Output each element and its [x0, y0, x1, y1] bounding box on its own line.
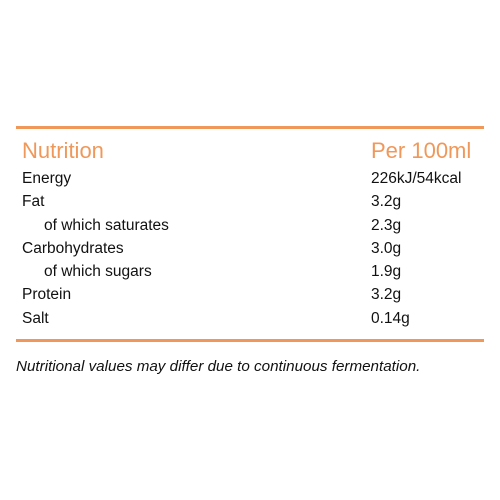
- table-header: Nutrition Per 100ml: [22, 136, 482, 168]
- table-row-fat: Fat 3.2g: [22, 191, 482, 214]
- row-label: Protein: [22, 286, 72, 304]
- row-label: Carbohydrates: [22, 239, 124, 257]
- footnote: Nutritional values may differ due to con…: [16, 358, 421, 375]
- table-row-sugars: of which sugars 1.9g: [22, 261, 482, 284]
- nutrition-table: Nutrition Per 100ml Energy 226kJ/54kcal …: [22, 136, 482, 331]
- row-value: 3.0g: [371, 239, 402, 257]
- row-label: Fat: [22, 193, 45, 211]
- table-row-saturates: of which saturates 2.3g: [22, 215, 482, 238]
- row-value: 0.14g: [371, 309, 410, 327]
- table-row-carbohydrates: Carbohydrates 3.0g: [22, 238, 482, 261]
- header-nutrition-label: Nutrition: [22, 138, 104, 163]
- row-label: Energy: [22, 170, 72, 187]
- table-row-salt: Salt 0.14g: [22, 308, 482, 331]
- row-label: of which saturates: [44, 216, 169, 234]
- row-value: 3.2g: [371, 286, 402, 304]
- row-value: 2.3g: [371, 216, 402, 234]
- row-value: 1.9g: [371, 263, 402, 281]
- row-label: of which sugars: [44, 263, 152, 281]
- header-per-100ml-label: Per 100ml: [371, 138, 472, 163]
- bottom-divider: [16, 339, 484, 342]
- row-label: Salt: [22, 309, 49, 327]
- row-value: 226kJ/54kcal: [371, 170, 462, 187]
- table-row-protein: Protein 3.2g: [22, 284, 482, 307]
- table-row-energy: Energy 226kJ/54kcal: [22, 168, 482, 191]
- top-divider: [16, 126, 484, 129]
- row-value: 3.2g: [371, 193, 402, 211]
